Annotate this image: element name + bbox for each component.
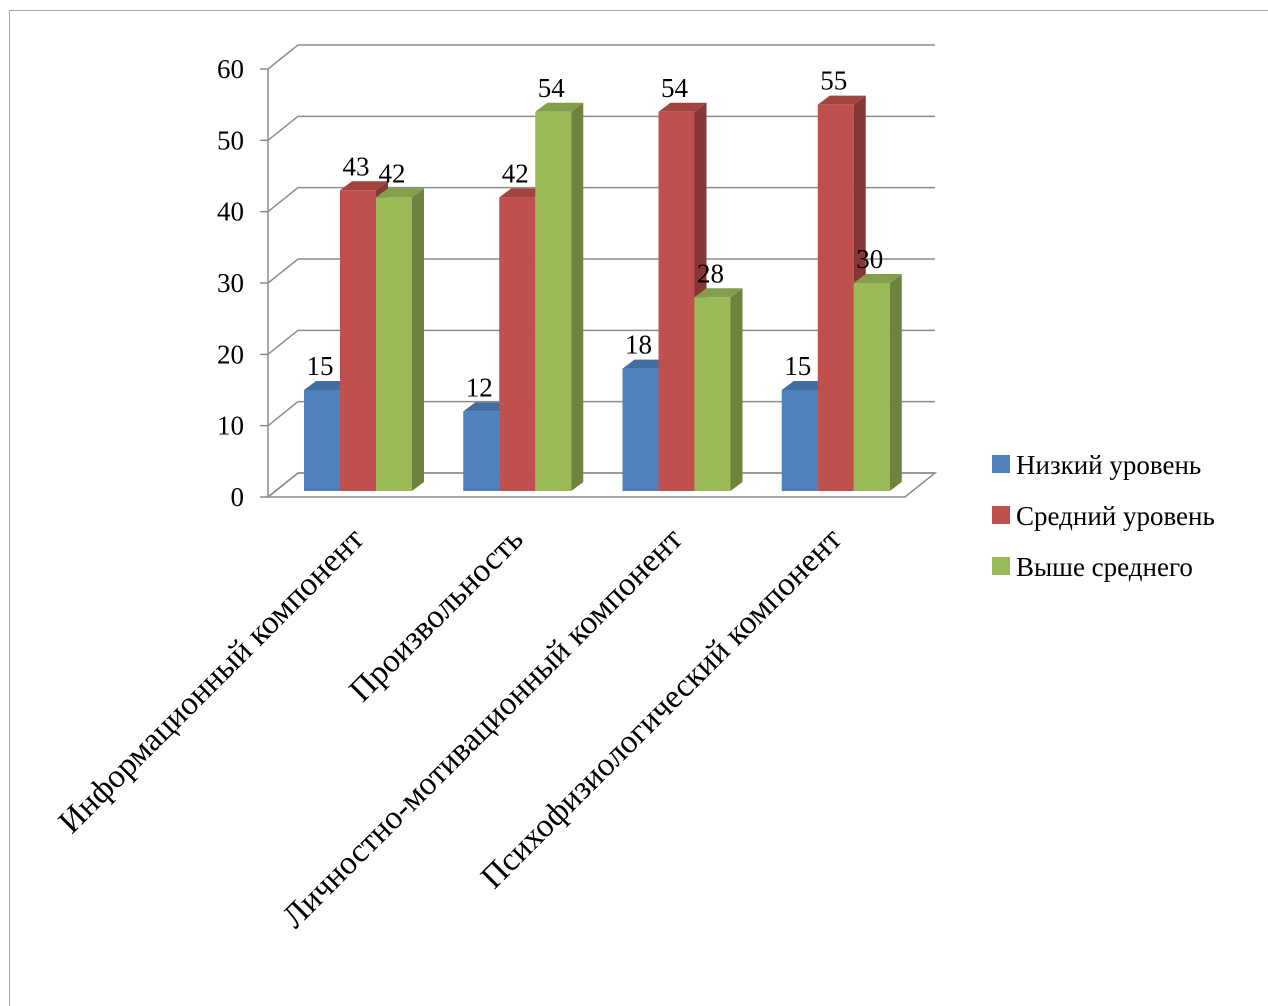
y-tick-label: 10	[217, 411, 244, 441]
bar-front	[304, 390, 340, 491]
data-label: 12	[466, 372, 493, 402]
bar-side	[889, 274, 902, 491]
category-label: Произвольность	[343, 521, 531, 709]
gridline	[267, 44, 935, 70]
bar-top	[853, 274, 902, 283]
bar-side	[571, 102, 584, 492]
bar-top	[340, 181, 388, 191]
bar-front	[622, 368, 659, 491]
data-label: 15	[784, 351, 811, 381]
data-label: 28	[697, 258, 724, 288]
legend-swatch	[992, 557, 1010, 575]
data-label: 54	[661, 73, 689, 103]
y-tick-label: 30	[217, 268, 244, 298]
bar-front	[781, 390, 818, 491]
data-label: 42	[379, 158, 406, 188]
category-labels: Информационный компонентПроизвольностьЛи…	[52, 521, 849, 935]
chart-frame	[9, 10, 1268, 1006]
bar	[535, 102, 584, 492]
legend-swatch	[992, 506, 1010, 524]
data-label: 15	[307, 351, 334, 381]
bar-top	[376, 188, 424, 198]
bar-front	[463, 411, 500, 491]
bar-top	[817, 95, 866, 105]
bar-front	[340, 190, 376, 491]
legend-label: Средний уровень	[1016, 501, 1215, 531]
y-tick-label: 50	[217, 125, 244, 155]
bar-side	[730, 288, 743, 491]
legend-label: Низкий уровень	[1016, 450, 1201, 480]
gridline	[267, 186, 935, 213]
legend-item: Низкий уровень	[992, 450, 1201, 480]
y-tick-label: 0	[231, 482, 245, 512]
bars	[304, 95, 902, 492]
legend-item: Средний уровень	[992, 501, 1215, 531]
gridline	[267, 258, 935, 284]
bar-front	[376, 197, 412, 491]
bar-top	[658, 102, 707, 112]
gridline	[267, 115, 935, 141]
bar	[376, 188, 424, 491]
bar-front	[499, 197, 536, 491]
bar-front	[694, 297, 731, 491]
data-label: 30	[856, 244, 883, 274]
bar-front	[535, 111, 572, 492]
legend-label: Выше среднего	[1016, 552, 1193, 582]
y-tick-label: 40	[217, 197, 244, 227]
data-labels: 15 43 42 12 42 54 18 54 28 15 55 30	[307, 66, 884, 403]
legend-swatch	[992, 455, 1010, 473]
category-label: Информационный компонент	[52, 521, 371, 840]
bar-front	[658, 111, 695, 492]
data-label: 43	[343, 151, 370, 181]
y-axis-ticks: 0 10 20 30 40 50 60	[217, 54, 244, 512]
bar-front	[817, 104, 854, 492]
data-label: 55	[820, 66, 847, 96]
data-label: 54	[538, 73, 566, 103]
y-tick-label: 20	[217, 339, 244, 369]
bar-side	[412, 188, 424, 491]
bar	[694, 288, 743, 491]
bar-top	[694, 288, 743, 298]
bar-top	[535, 102, 584, 112]
y-tick-label: 60	[217, 54, 244, 84]
bar	[853, 274, 902, 491]
data-label: 42	[502, 158, 529, 188]
legend: Низкий уровень Средний уровень Выше средне…	[992, 450, 1215, 582]
data-label: 18	[625, 330, 652, 360]
bar-front	[853, 283, 890, 491]
legend-item: Выше среднего	[992, 552, 1193, 582]
category-label: Психофизиологический компонент	[474, 521, 849, 896]
